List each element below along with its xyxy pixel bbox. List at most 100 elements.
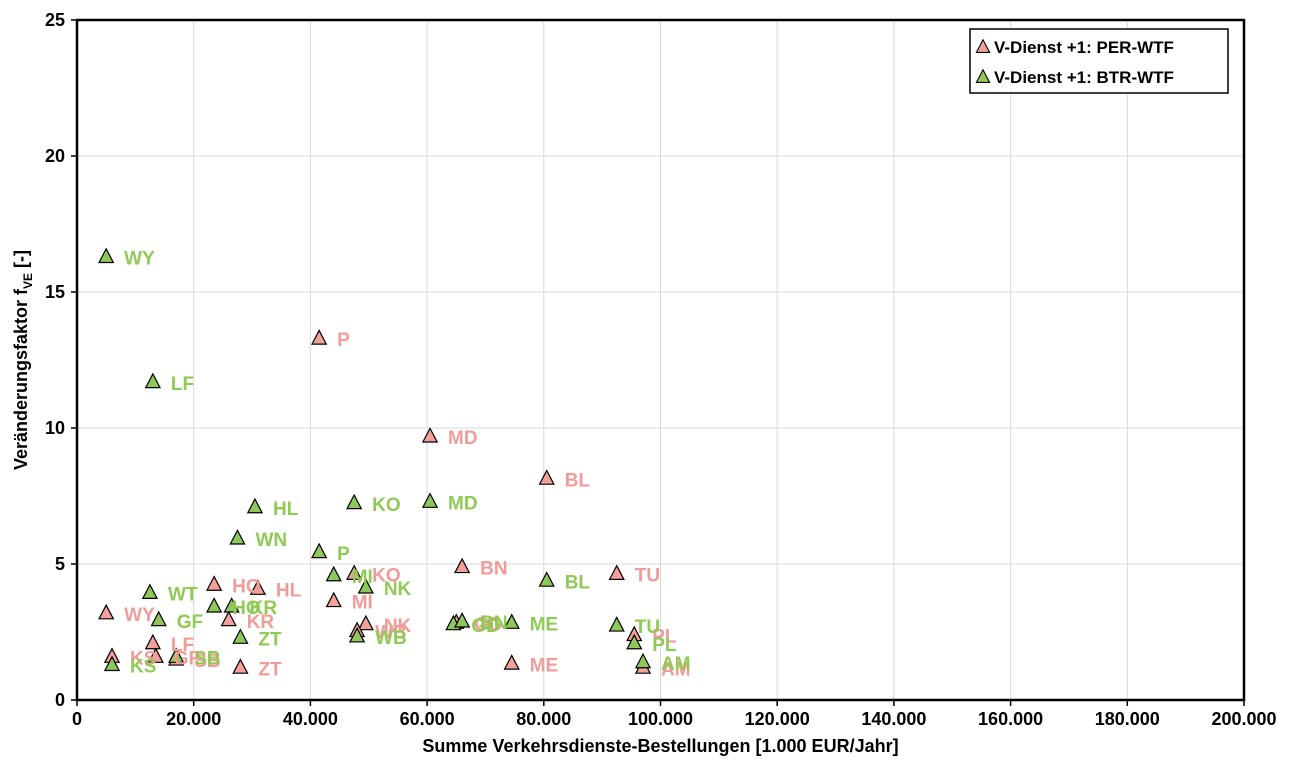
data-label: PL — [652, 635, 677, 656]
data-point-btr-wtf — [608, 616, 625, 632]
data-point-per-wtf — [325, 591, 342, 608]
y-tick-label: 10 — [45, 418, 65, 438]
data-label: BL — [565, 470, 591, 491]
data-label: HL — [273, 499, 299, 520]
x-axis-title: Summe Verkehrsdienste-Bestellungen [1.00… — [422, 736, 898, 756]
x-tick-label: 100.000 — [628, 709, 693, 729]
data-label: MI — [352, 567, 373, 588]
y-tick-label: 20 — [45, 146, 65, 166]
data-point-per-wtf — [147, 647, 164, 663]
data-label: WT — [168, 585, 198, 606]
data-point-btr-wtf — [144, 372, 161, 389]
data-point-per-wtf — [249, 579, 267, 595]
data-point-per-wtf — [357, 614, 374, 631]
legend: V-Dienst +1: PER-WTF V-Dienst +1: BTR-WTF — [969, 28, 1229, 94]
data-label: BN — [480, 559, 507, 580]
data-point-per-wtf — [220, 610, 237, 627]
data-label: ME — [530, 614, 559, 635]
data-point-btr-wtf — [150, 610, 167, 627]
data-label: HL — [276, 580, 302, 601]
data-point-per-wtf — [144, 633, 161, 650]
data-label: KO — [372, 495, 401, 516]
y-axis-title-subscript: VE — [21, 273, 35, 289]
y-axis-title-tail: [-] — [11, 250, 31, 273]
data-label: AM — [661, 654, 691, 675]
grid-lines — [77, 20, 1244, 700]
y-tick-label: 25 — [45, 10, 65, 30]
x-tick-label: 60.000 — [400, 709, 455, 729]
data-point-btr-wtf — [357, 578, 374, 594]
x-tick-label: 80.000 — [516, 709, 571, 729]
y-axis-title: Veränderungsfaktor fVE [-] — [11, 250, 35, 470]
y-tick-label: 0 — [55, 690, 65, 710]
data-label: MD — [448, 493, 478, 514]
data-label: ZT — [258, 629, 282, 650]
data-point-per-wtf — [311, 329, 328, 345]
data-label: GD — [471, 616, 500, 637]
x-tick-label: 40.000 — [283, 709, 338, 729]
data-label: KR — [250, 598, 278, 619]
legend-marker — [975, 38, 991, 53]
data-point-btr-wtf — [634, 652, 652, 669]
data-label: TU — [635, 566, 660, 587]
legend-label: V-Dienst +1: BTR-WTF — [994, 68, 1174, 87]
data-point-btr-wtf — [103, 655, 121, 672]
data-point-btr-wtf — [232, 628, 249, 644]
data-label: ZT — [258, 659, 282, 680]
y-tick-label: 15 — [45, 282, 65, 302]
data-label: AM — [661, 659, 691, 680]
data-label: GF — [174, 648, 200, 669]
data-point-btr-wtf — [141, 583, 159, 600]
data-point-per-wtf — [98, 603, 115, 620]
data-point-btr-wtf — [503, 613, 520, 629]
x-tick-label: 20.000 — [166, 709, 221, 729]
data-label: KO — [372, 566, 401, 587]
x-tick-label: 0 — [72, 709, 82, 729]
data-label: GF — [177, 612, 203, 633]
data-label: LF — [171, 635, 194, 656]
x-tick-label: 200.000 — [1211, 709, 1276, 729]
data-label: NK — [384, 616, 412, 637]
data-label: WY — [124, 605, 155, 626]
data-label: KS — [130, 657, 156, 678]
x-tick-label: 180.000 — [1095, 709, 1160, 729]
data-point-btr-wtf — [168, 647, 185, 663]
y-tick-label: 5 — [55, 554, 65, 574]
x-tick-label: 140.000 — [861, 709, 926, 729]
data-label: P — [337, 544, 350, 565]
data-point-btr-wtf — [325, 565, 342, 582]
data-label: P — [337, 330, 350, 351]
legend-label: V-Dienst +1: PER-WTF — [994, 38, 1174, 57]
data-point-btr-wtf — [311, 542, 328, 559]
data-labels: WYKSLFGFSBHOKRHLZTPMIKONKWBMDBNGDMEBLTUP… — [124, 249, 690, 681]
data-label: WY — [124, 249, 155, 270]
data-label: HO — [232, 598, 261, 619]
data-point-per-wtf — [453, 557, 471, 574]
data-point-per-wtf — [503, 654, 520, 670]
data-label: WB — [375, 628, 407, 649]
data-label: WB — [375, 623, 407, 644]
data-point-btr-wtf — [453, 612, 471, 628]
data-point-btr-wtf — [421, 492, 439, 508]
data-label: GD — [474, 614, 503, 635]
x-tick-label: 160.000 — [978, 709, 1043, 729]
data-label: KS — [130, 648, 156, 669]
data-point-per-wtf — [421, 427, 439, 443]
data-label: LF — [171, 374, 194, 395]
data-label: MI — [352, 593, 373, 614]
data-label: ME — [530, 655, 559, 676]
data-label: BL — [565, 572, 591, 593]
data-point-per-wtf — [608, 564, 625, 580]
data-label: KR — [247, 612, 275, 633]
data-points — [98, 247, 652, 674]
data-point-btr-wtf — [348, 626, 366, 643]
data-label: MD — [448, 428, 478, 449]
data-point-per-wtf — [346, 564, 363, 580]
y-axis-title-main: Veränderungsfaktor f — [11, 288, 31, 470]
data-point-btr-wtf — [626, 633, 643, 650]
data-label: BN — [480, 613, 507, 634]
data-label: SB — [194, 651, 220, 672]
legend-box — [969, 28, 1229, 94]
data-point-btr-wtf — [346, 493, 363, 510]
